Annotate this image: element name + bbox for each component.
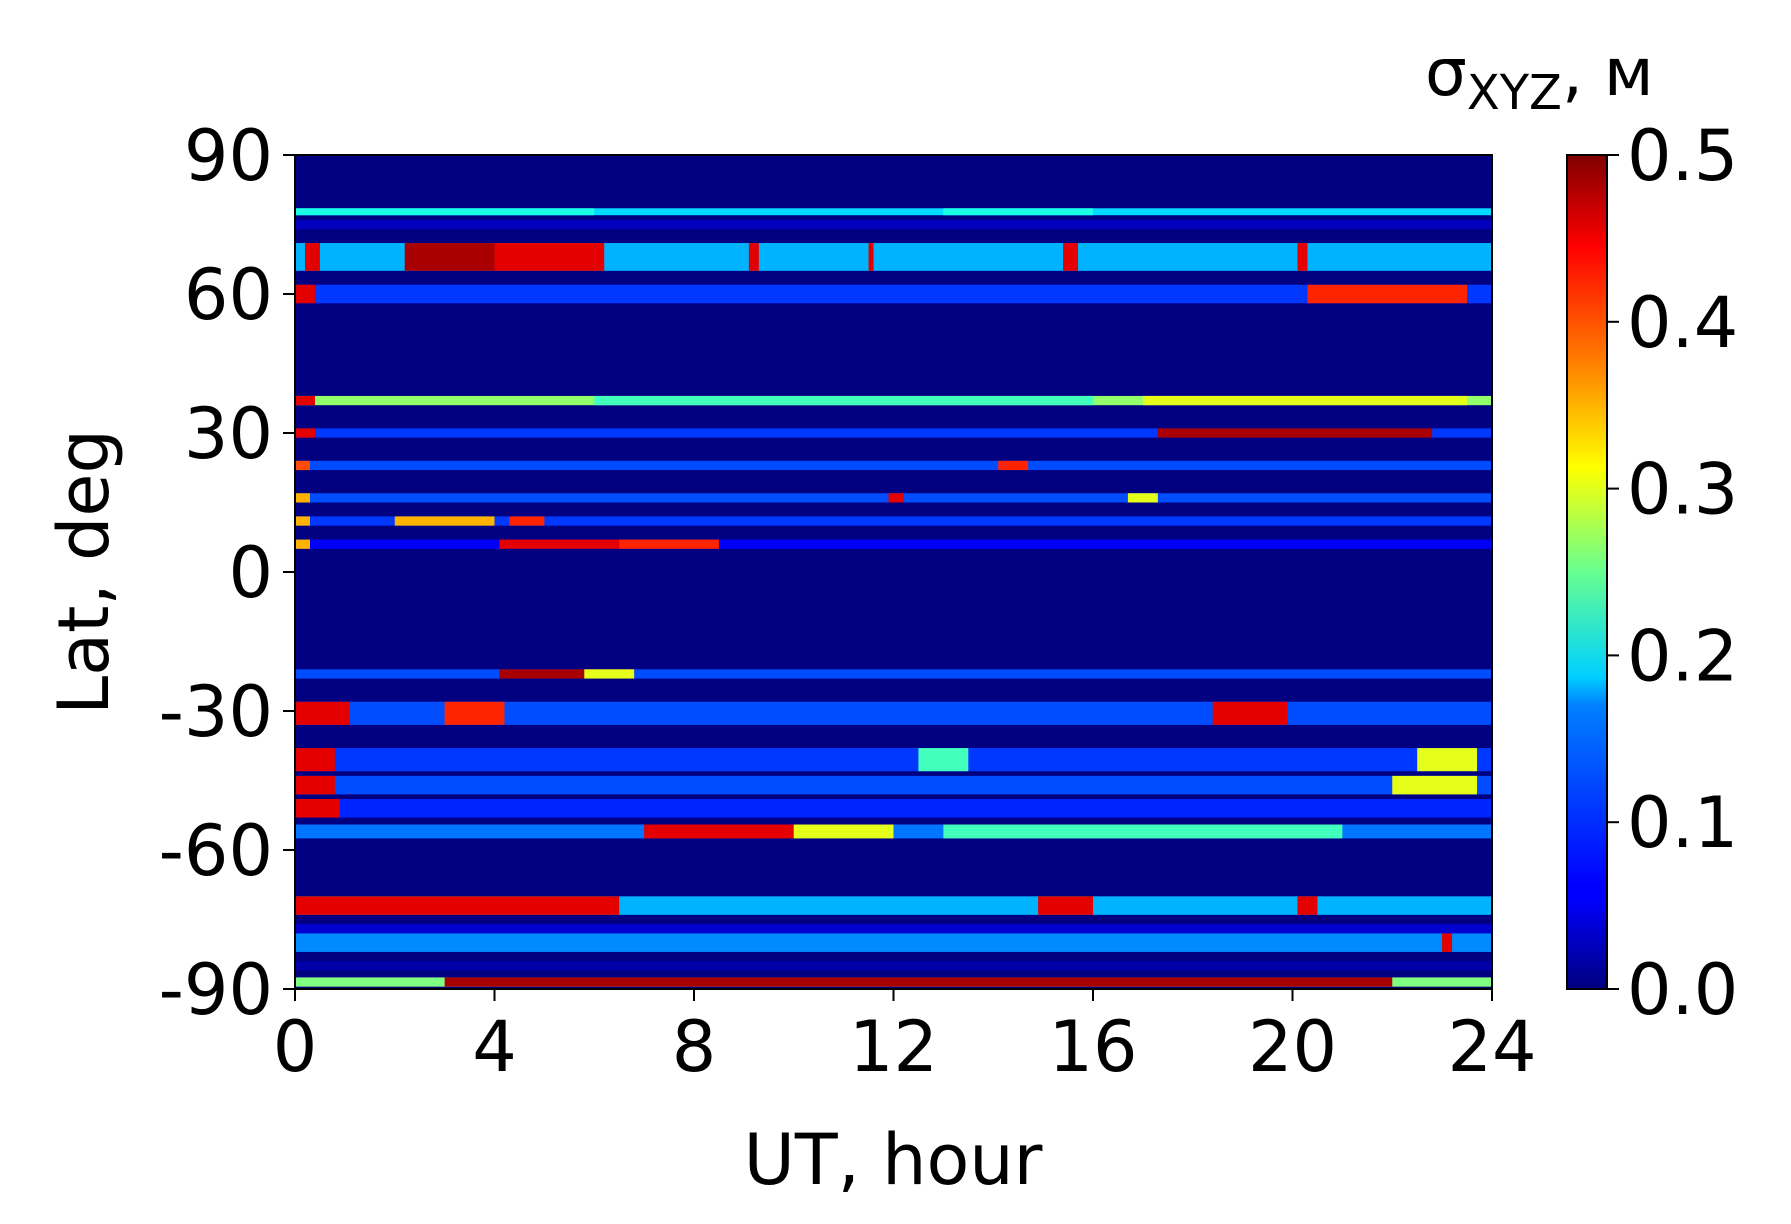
colorbar-title-unit: , м [1562,34,1654,111]
heatmap-event [1417,748,1478,772]
y-axis-label: Lat, deg [43,429,125,715]
colorbar-title-subscript: XYZ [1467,65,1562,121]
heatmap-event [1307,284,1468,304]
heatmap-event [295,896,620,915]
x-tick-label: 4 [472,1006,517,1088]
heatmap-background [295,155,1492,989]
heatmap-event [295,701,350,725]
heatmap-event [1063,243,1079,271]
heatmap-band [295,924,1492,934]
heatmap-event [594,395,1093,406]
heatmap-band [295,961,1492,971]
colorbar-title-symbol: σ [1425,34,1467,111]
heatmap-event [295,208,595,216]
heatmap-event [295,799,340,818]
colorbar-tick-label: 0.5 [1627,115,1738,197]
heatmap-event [295,539,310,549]
heatmap-band [295,669,1492,679]
heatmap-band [295,748,1492,772]
heatmap-event [1157,428,1433,438]
heatmap-event [644,824,794,839]
colorbar-tick-label: 0.4 [1627,282,1738,364]
heatmap-band [295,775,1492,795]
x-tick-label: 0 [273,1006,318,1088]
colorbar-tick-label: 0.0 [1627,949,1738,1031]
heatmap-event [943,824,1343,839]
colorbar-tick-label: 0.2 [1627,615,1738,697]
colorbar-ticks: 0.0 0.1 0.2 0.3 0.4 0.5 [1607,115,1738,1031]
colorbar-title: σXYZ, м [1425,34,1654,121]
heatmap-event [1297,243,1308,271]
heatmap-band [295,799,1492,818]
x-tick-label: 16 [1048,1006,1137,1088]
heatmap-event [943,208,1093,216]
heatmap-event [295,748,335,772]
heatmap-event [444,701,505,725]
heatmap-event [998,460,1029,471]
y-tick-label: 30 [184,393,273,475]
heatmap-event [295,428,315,438]
y-tick-label: 0 [228,532,273,614]
heatmap-band [295,208,1492,216]
y-tick-label: -60 [159,810,273,892]
y-tick-label: 60 [184,254,273,336]
heatmap-band [295,460,1492,471]
heatmap-event [1297,896,1318,915]
x-axis: 0 4 8 12 16 20 24 [273,989,1537,1088]
heatmap-event [295,775,335,795]
heatmap-event [499,539,620,549]
colorbar [1566,154,1608,990]
heatmap-event [494,243,605,271]
heatmap-event [1392,775,1478,795]
x-tick-label: 24 [1447,1006,1536,1088]
heatmap-event [295,460,310,471]
y-axis: 90 60 30 0 -30 -60 -90 [159,115,295,1031]
heatmap-band [295,219,1492,230]
x-tick-label: 8 [672,1006,717,1088]
heatmap-band [295,516,1492,526]
heatmap-band [295,701,1492,725]
y-tick-label: -90 [159,949,273,1031]
heatmap-event [584,669,635,679]
x-axis-label: UT, hour [744,1119,1043,1201]
heatmap-event [1127,493,1158,503]
x-tick-label: 20 [1248,1006,1337,1088]
heatmap-event [868,243,874,271]
heatmap-event [404,243,495,271]
heatmap-event [295,516,310,526]
heatmap-event [793,824,894,839]
heatmap-event [1212,701,1288,725]
colorbar-tick-label: 0.1 [1627,782,1738,864]
heatmap-event [295,284,315,304]
x-tick-label: 12 [849,1006,938,1088]
heatmap-event [509,516,545,526]
heatmap-event [918,748,969,772]
heatmap-event [1442,933,1453,952]
heatmap-event [295,395,315,406]
heatmap-event [748,243,759,271]
y-tick-label: 90 [184,115,273,197]
heatmap-plot-area [295,155,1492,989]
heatmap-event [394,516,495,526]
heatmap-event [304,243,320,271]
heatmap-event [499,669,635,679]
colorbar-tick-label: 0.3 [1627,449,1738,531]
heatmap-band [295,284,1492,304]
heatmap-event [888,493,904,503]
heatmap-band [295,428,1492,438]
heatmap-event [444,977,1393,987]
heatmap-band [295,539,1492,549]
y-tick-label: -30 [159,671,273,753]
heatmap-band [295,933,1492,952]
heatmap-event [295,493,310,503]
heatmap-event [619,539,719,549]
heatmap-event [1038,896,1093,915]
heatmap-event [1142,395,1468,406]
